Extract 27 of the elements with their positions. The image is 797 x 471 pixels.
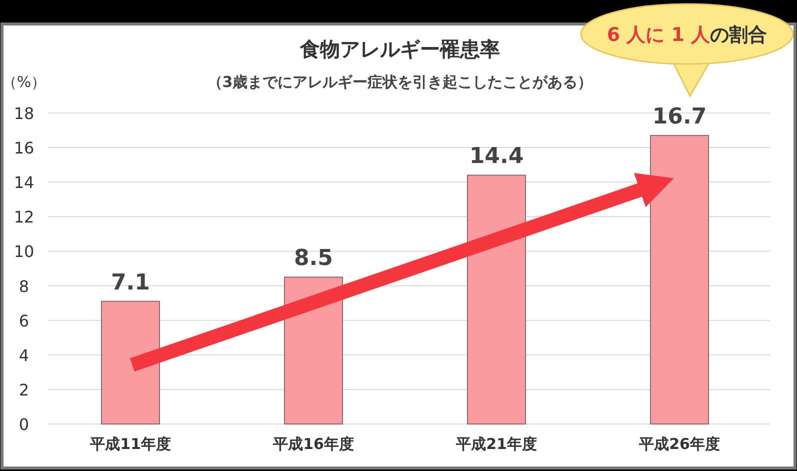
y-tick-label: 12: [14, 208, 34, 227]
y-tick-label: 0: [18, 415, 30, 434]
bar: [284, 276, 343, 424]
x-tick-label: 平成21年度: [455, 435, 537, 453]
y-tick-label: 10: [14, 242, 34, 262]
y-tick-label: 6: [18, 311, 30, 330]
x-tick-label: 平成11年度: [89, 435, 171, 453]
y-tick-label: 14: [14, 173, 34, 192]
y-tick-label: 8: [18, 276, 30, 296]
text: の割合: [710, 24, 768, 46]
data-label: 14.4: [469, 144, 524, 170]
chart-subtitle: （3歳までにアレルギー症状を引き起こしたことがある）: [207, 73, 593, 91]
chart-title: 食物アレルギー罹患率: [299, 37, 500, 61]
x-tick-label: 平成16年度: [272, 435, 354, 453]
data-label: 7.1: [111, 270, 150, 296]
y-tick-label: 2: [18, 380, 30, 400]
bar: [467, 174, 526, 424]
data-label: 16.7: [652, 104, 707, 130]
data-label: 8.5: [294, 246, 333, 272]
y-tick-label: 4: [18, 346, 30, 365]
y-axis-title: （%）: [2, 73, 46, 91]
bar: [650, 134, 709, 424]
text: 6 人に 1 人: [606, 24, 712, 46]
x-tick-label: 平成26年度: [638, 435, 720, 453]
y-tick-label: 16: [14, 138, 34, 158]
bar: [101, 300, 160, 424]
y-tick-label: 18: [14, 104, 34, 123]
